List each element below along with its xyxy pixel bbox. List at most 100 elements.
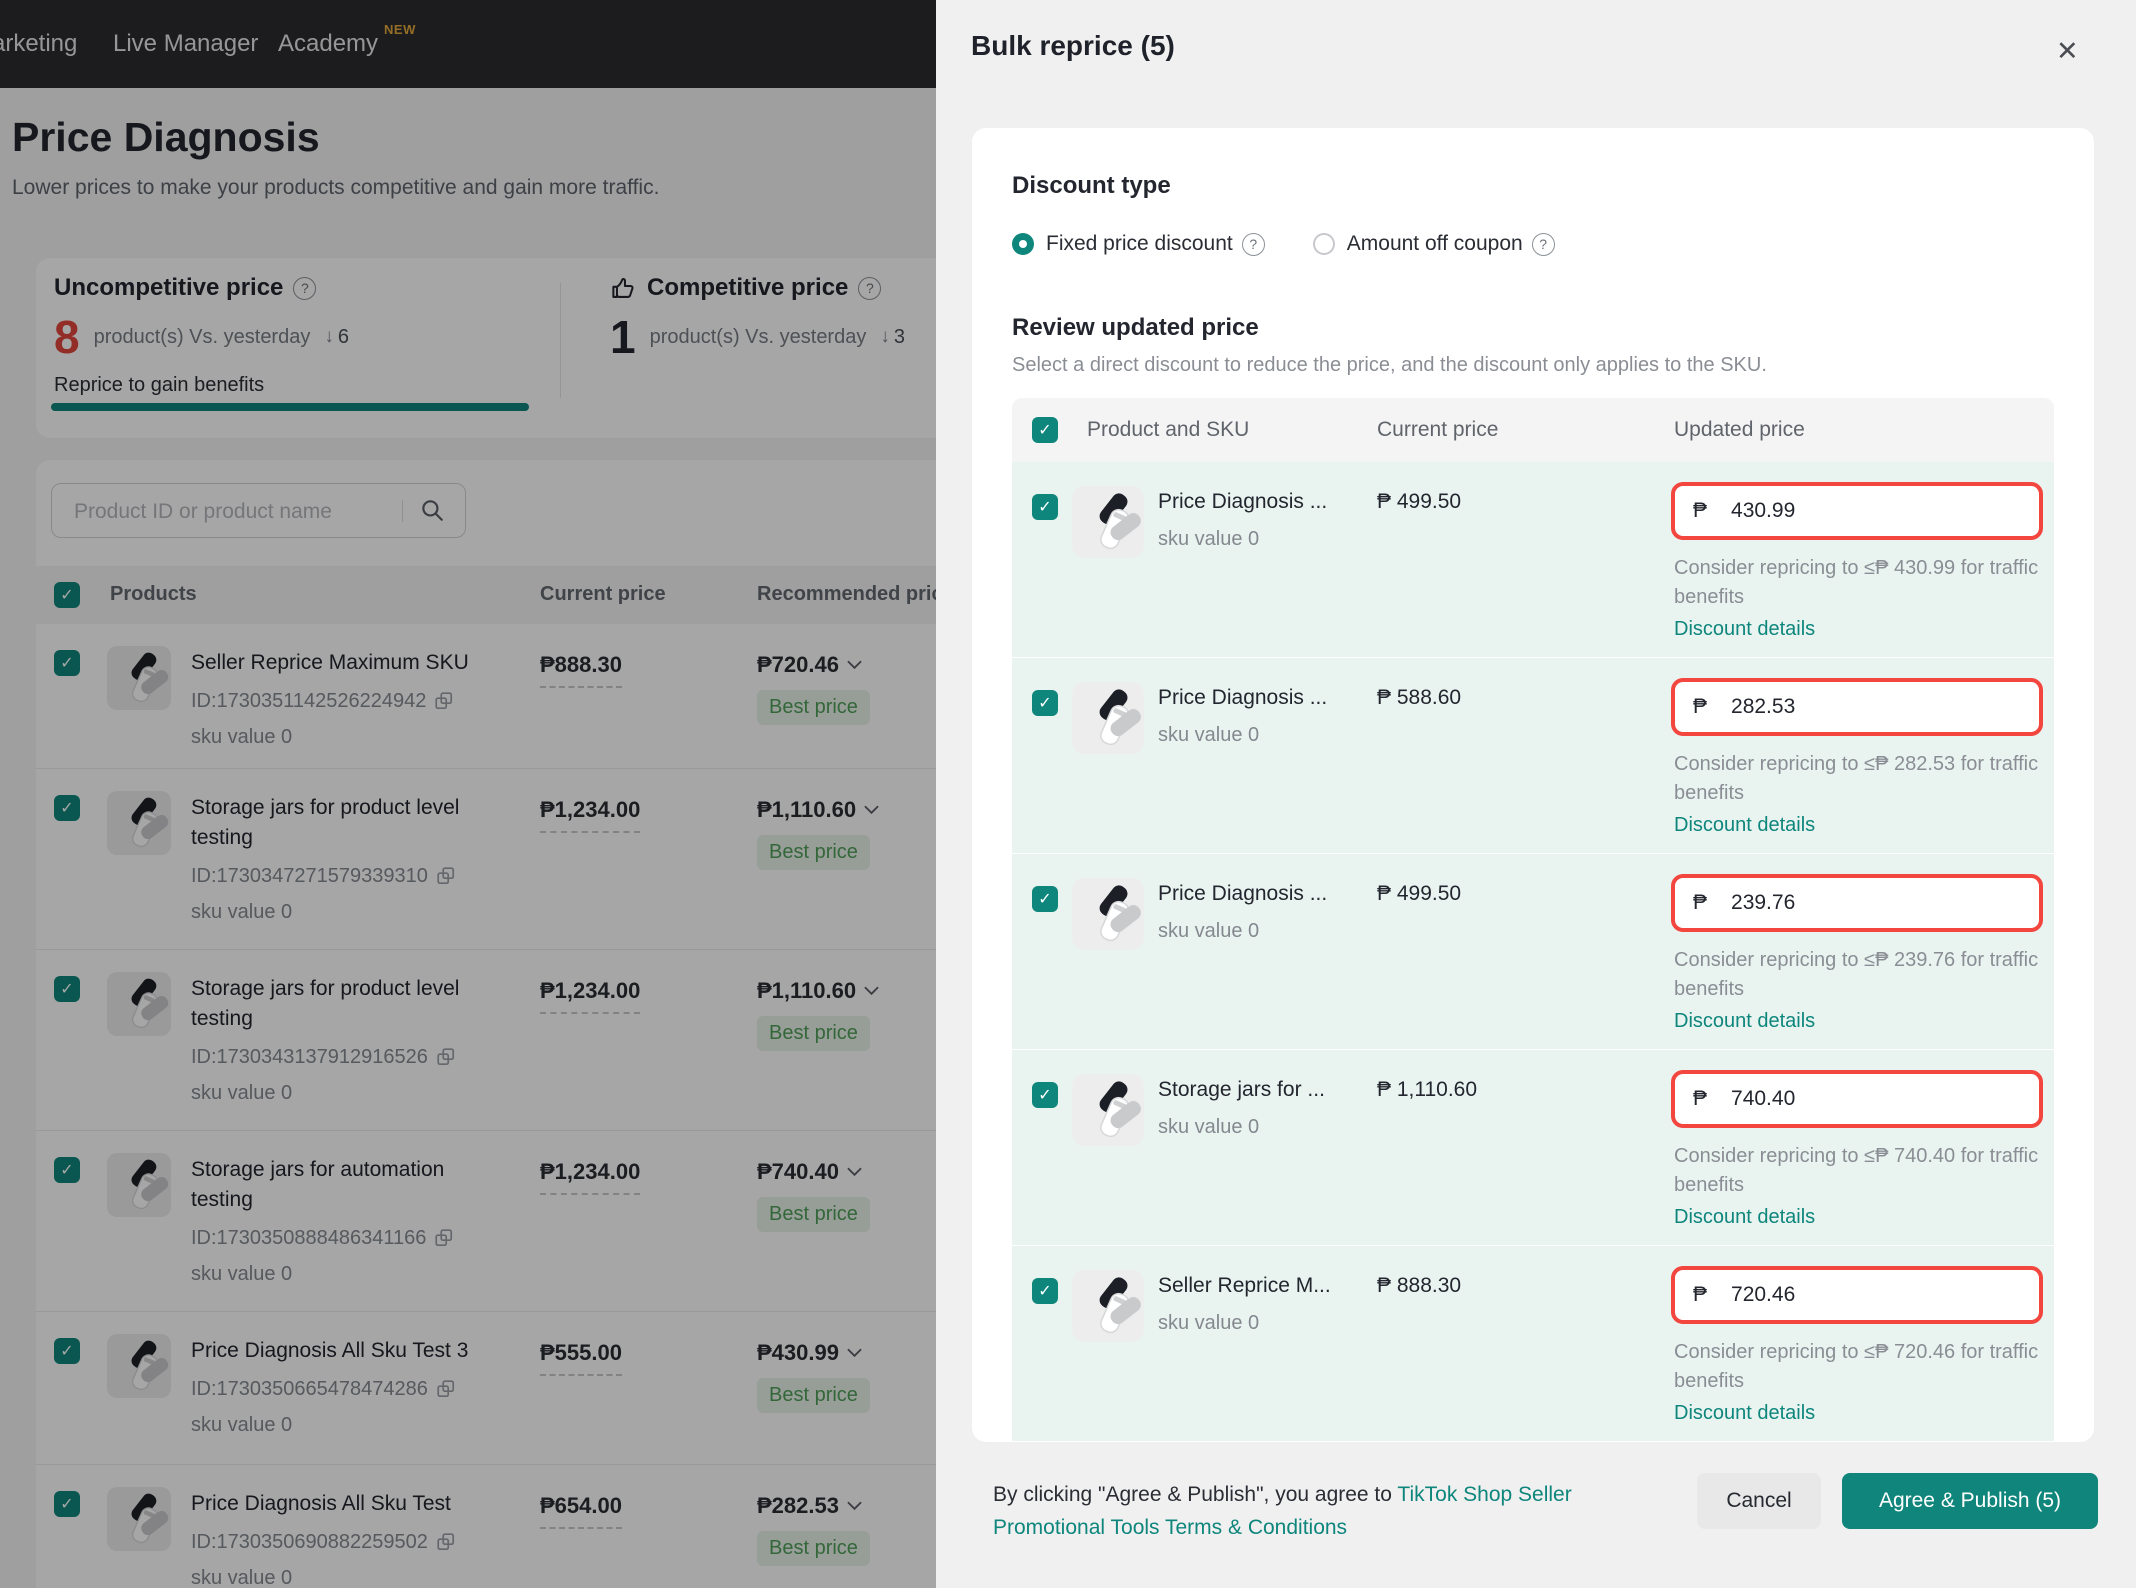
radio-label-coupon[interactable]: Amount off coupon ? <box>1347 232 1555 256</box>
chevron-down-icon[interactable] <box>847 660 862 670</box>
row-checkbox[interactable]: ✓ <box>1032 886 1058 912</box>
agreement-text: By clicking "Agree & Publish", you agree… <box>993 1483 1572 1539</box>
product-name: Price Diagnosis All Sku Test <box>191 1492 451 1515</box>
check-icon: ✓ <box>60 655 74 672</box>
updated-price-input[interactable] <box>1729 694 1984 720</box>
updated-price-input[interactable] <box>1729 1086 1984 1112</box>
row-checkbox[interactable]: ✓ <box>1032 494 1058 520</box>
radio-amount-off-coupon[interactable] <box>1312 233 1335 255</box>
reprice-row: ✓ Price Diagnosis ... sku value 0 ₱ 499.… <box>1012 462 2054 657</box>
nav-item-live-manager[interactable]: Live Manager <box>113 30 258 58</box>
product-search <box>51 483 466 539</box>
question-circle-icon[interactable]: ? <box>858 276 882 300</box>
row-checkbox[interactable]: ✓ <box>54 650 80 676</box>
terms-conditions-link[interactable]: TikTok Shop Seller Promotional Tools Ter… <box>993 1483 1572 1539</box>
row-checkbox[interactable]: ✓ <box>54 1157 80 1183</box>
check-icon: ✓ <box>60 1162 74 1179</box>
product-id: ID:1730350665478474286 <box>191 1378 428 1400</box>
copy-icon[interactable] <box>436 1379 456 1399</box>
nav-item-marketing[interactable]: Marketing <box>0 30 77 58</box>
copy-icon[interactable] <box>436 1047 456 1067</box>
row-checkbox[interactable]: ✓ <box>1032 690 1058 716</box>
select-all-checkbox[interactable]: ✓ <box>1032 417 1058 443</box>
discount-details-link[interactable]: Discount details <box>1674 814 1816 836</box>
product-name: Storage jars for product level testing <box>191 796 460 849</box>
search-input[interactable] <box>72 484 376 539</box>
row-checkbox[interactable]: ✓ <box>54 1338 80 1364</box>
agree-publish-button[interactable]: Agree & Publish (5) <box>1842 1473 2098 1529</box>
updated-price-input[interactable] <box>1729 498 1984 524</box>
current-price: ₱ 499.50 <box>1377 882 1462 905</box>
product-name: Seller Reprice M... <box>1158 1274 1331 1297</box>
question-circle-icon[interactable]: ? <box>293 276 317 300</box>
chevron-down-icon[interactable] <box>847 1501 862 1511</box>
updated-price-field: ₱ <box>1671 874 2043 932</box>
tab-competitive-price[interactable]: Competitive price ? 1 product(s) Vs. yes… <box>610 274 905 360</box>
copy-icon[interactable] <box>436 866 456 886</box>
reprice-note: Consider repricing to ≤₱ 740.40 for traf… <box>1674 1145 2039 1196</box>
recommended-price: ₱282.53 <box>757 1493 839 1518</box>
product-image <box>1072 878 1144 950</box>
modal-title: Bulk reprice (5) <box>971 30 1175 61</box>
uncompetitive-count: 8 <box>54 311 80 363</box>
copy-icon[interactable] <box>434 1228 454 1248</box>
row-checkbox[interactable]: ✓ <box>54 1491 80 1517</box>
radio-label-fixed[interactable]: Fixed price discount ? <box>1046 232 1265 256</box>
recommended-price-cell: ₱430.99 Best price <box>757 1340 870 1413</box>
copy-icon[interactable] <box>434 691 454 711</box>
discount-details-link[interactable]: Discount details <box>1674 1010 1816 1032</box>
row-checkbox[interactable]: ✓ <box>54 795 80 821</box>
product-image <box>1072 1270 1144 1342</box>
product-image <box>1072 1074 1144 1146</box>
best-price-badge: Best price <box>757 690 870 725</box>
chevron-down-icon[interactable] <box>847 1348 862 1358</box>
reprice-row: ✓ Price Diagnosis ... sku value 0 ₱ 588.… <box>1012 657 2054 853</box>
product-row: ✓ Price Diagnosis All Sku Test ID:173035… <box>36 1464 1696 1588</box>
current-price: ₱555.00 <box>540 1340 622 1376</box>
currency-symbol: ₱ <box>1693 499 1708 522</box>
chevron-down-icon[interactable] <box>847 1167 862 1177</box>
thumbs-up-icon <box>612 277 634 298</box>
updated-price-input[interactable] <box>1729 1282 1984 1308</box>
nav-item-academy[interactable]: Academy NEW <box>278 22 415 58</box>
close-icon[interactable]: ✕ <box>2056 36 2079 66</box>
radio-fixed-price-discount[interactable] <box>1012 233 1034 255</box>
chevron-down-icon[interactable] <box>864 805 879 815</box>
discount-details-link[interactable]: Discount details <box>1674 1402 1816 1424</box>
cancel-button[interactable]: Cancel <box>1697 1473 1821 1529</box>
updated-price-field: ₱ <box>1671 1266 2043 1324</box>
sku-value: sku value 0 <box>191 726 293 748</box>
product-info: Price Diagnosis All Sku Test ID:17303506… <box>191 1489 503 1588</box>
search-icon[interactable] <box>419 497 445 523</box>
chevron-down-icon[interactable] <box>864 986 879 996</box>
current-price: ₱1,234.00 <box>540 978 641 1014</box>
currency-symbol: ₱ <box>1693 891 1708 914</box>
row-checkbox[interactable]: ✓ <box>1032 1278 1058 1304</box>
reprice-benefits-link[interactable]: Reprice to gain benefits <box>54 374 265 396</box>
row-checkbox[interactable]: ✓ <box>54 976 80 1002</box>
updated-price-input[interactable] <box>1729 890 1984 916</box>
product-name: Price Diagnosis ... <box>1158 882 1328 905</box>
competitive-count: 1 <box>610 311 636 363</box>
question-circle-icon[interactable]: ? <box>1531 232 1555 256</box>
discount-details-link[interactable]: Discount details <box>1674 1206 1816 1228</box>
discount-details-link[interactable]: Discount details <box>1674 618 1816 640</box>
check-icon: ✓ <box>1038 1283 1052 1300</box>
current-price: ₱654.00 <box>540 1493 622 1529</box>
tab-uncompetitive-price[interactable]: Uncompetitive price ? 8 product(s) Vs. y… <box>54 274 349 397</box>
row-checkbox[interactable]: ✓ <box>1032 1082 1058 1108</box>
select-all-checkbox[interactable]: ✓ <box>54 582 80 608</box>
reprice-row: ✓ Price Diagnosis ... sku value 0 ₱ 499.… <box>1012 853 2054 1049</box>
copy-icon[interactable] <box>436 1532 456 1552</box>
current-price: ₱888.30 <box>540 652 622 688</box>
check-icon: ✓ <box>60 587 74 604</box>
product-name: Storage jars for automation testing <box>191 1158 445 1211</box>
arrow-down-icon: ↓ <box>880 326 890 347</box>
reprice-row: ✓ Seller Reprice M... sku value 0 ₱ 888.… <box>1012 1245 2054 1441</box>
question-circle-icon[interactable]: ? <box>1241 232 1265 256</box>
col-product-and-sku: Product and SKU <box>1087 418 1250 441</box>
sku-value: sku value 0 <box>191 1263 293 1285</box>
check-icon: ✓ <box>1038 695 1052 712</box>
col-current-price: Current price <box>1377 418 1499 441</box>
